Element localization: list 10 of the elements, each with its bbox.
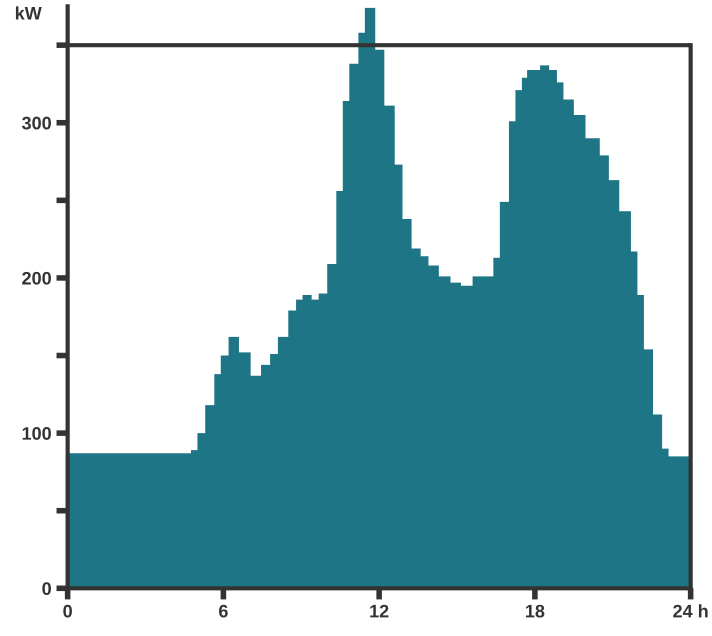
y-tick-label: 200 <box>22 272 51 285</box>
y-tick-label: 300 <box>22 116 51 130</box>
x-tick-label: 18 <box>526 604 544 618</box>
x-tick-label: 0 <box>63 604 72 618</box>
y-tick-label: 100 <box>22 427 51 440</box>
x-tick-label: 24 h <box>673 604 708 618</box>
x-tick-label: 12 <box>370 604 388 618</box>
y-tick-label: 0 <box>42 582 51 596</box>
y-axis-title: kW <box>16 6 42 20</box>
x-tick-label: 6 <box>219 604 228 618</box>
